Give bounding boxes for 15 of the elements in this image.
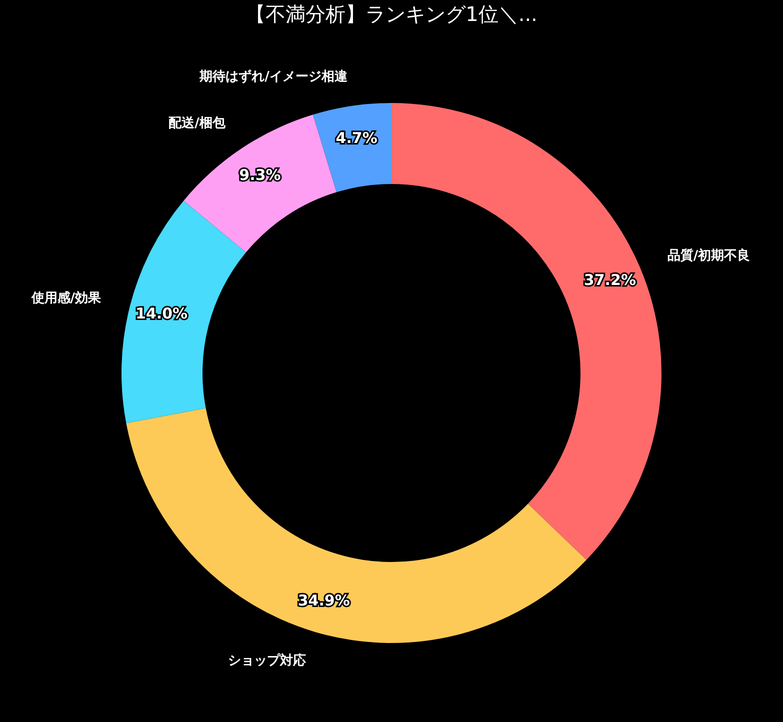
slice-label: 期待はずれ/イメージ相違 [198, 68, 348, 84]
slice-label: 品質/初期不良 [667, 247, 750, 264]
data-label: 4.7% [336, 129, 378, 148]
data-label: 14.0% [136, 304, 188, 323]
data-label: 9.3% [239, 166, 281, 184]
data-label: 37.2% [584, 270, 636, 289]
donut-slice [392, 103, 662, 560]
donut-slice [122, 200, 246, 424]
data-label: 34.9% [298, 592, 350, 610]
slice-label: 使用感/効果 [30, 290, 102, 306]
donut-slice [126, 408, 586, 643]
chart-title: 【不満分析】ランキング1位＼... [246, 2, 538, 26]
donut-slice [312, 103, 392, 192]
slice-label: ショップ対応 [228, 652, 306, 669]
slice-label: 配送/梱包 [168, 116, 226, 132]
